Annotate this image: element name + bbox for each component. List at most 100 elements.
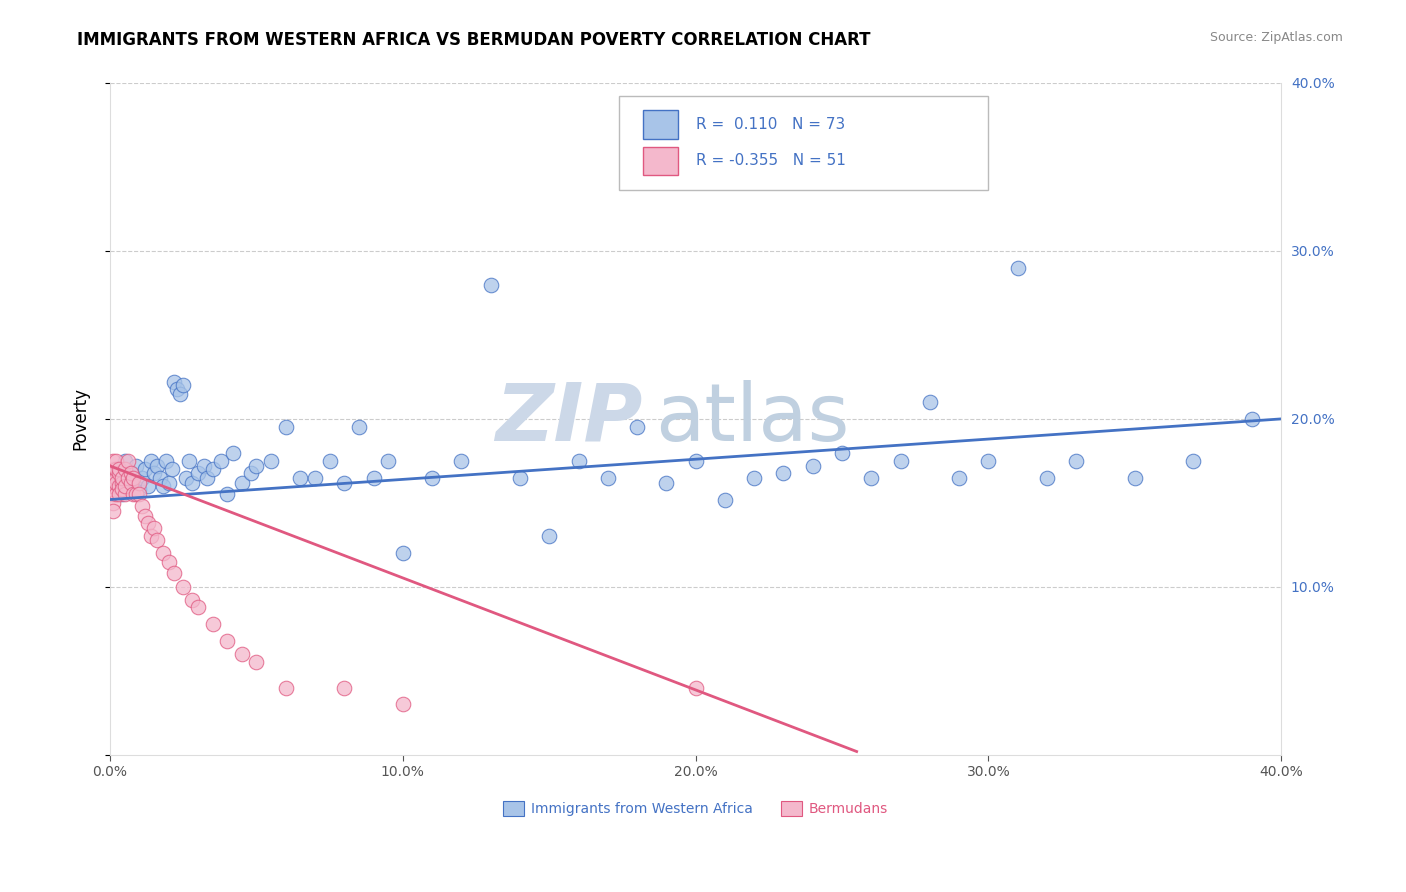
Point xyxy=(131,500,153,514)
Point xyxy=(125,458,148,473)
Point xyxy=(136,479,159,493)
Point xyxy=(104,462,127,476)
Point xyxy=(304,471,326,485)
Point xyxy=(977,454,1000,468)
Point xyxy=(567,454,589,468)
Text: ZIP: ZIP xyxy=(495,380,643,458)
Point xyxy=(1036,471,1059,485)
Point xyxy=(231,647,253,661)
Point xyxy=(134,462,156,476)
Point xyxy=(860,471,883,485)
Point xyxy=(169,386,191,401)
Point xyxy=(101,471,124,485)
Point xyxy=(260,454,283,468)
Legend: Immigrants from Western Africa, Bermudans: Immigrants from Western Africa, Bermudan… xyxy=(498,796,893,822)
Point xyxy=(108,479,131,493)
Point xyxy=(143,466,166,480)
Point xyxy=(163,375,186,389)
Point xyxy=(157,475,180,490)
Point xyxy=(111,483,134,497)
Text: Source: ZipAtlas.com: Source: ZipAtlas.com xyxy=(1209,31,1343,45)
Point xyxy=(131,471,153,485)
Point xyxy=(111,475,134,490)
Point xyxy=(626,420,648,434)
Point xyxy=(831,445,853,459)
Point xyxy=(187,600,209,615)
Point xyxy=(742,471,765,485)
Point xyxy=(117,454,139,468)
Point xyxy=(139,454,162,468)
Point xyxy=(245,656,267,670)
Point xyxy=(890,454,912,468)
Point xyxy=(104,471,127,485)
Point xyxy=(179,454,201,468)
Point xyxy=(479,277,502,292)
Point xyxy=(117,479,139,493)
Point xyxy=(217,487,239,501)
Point xyxy=(160,462,183,476)
Point xyxy=(392,698,415,712)
Point xyxy=(333,475,356,490)
Point xyxy=(1240,412,1263,426)
Point xyxy=(685,454,707,468)
Point xyxy=(685,681,707,695)
Text: R =  0.110   N = 73: R = 0.110 N = 73 xyxy=(696,117,845,132)
Point xyxy=(134,509,156,524)
Text: atlas: atlas xyxy=(655,380,849,458)
Point xyxy=(239,466,262,480)
Point xyxy=(146,533,169,547)
Point xyxy=(174,471,197,485)
Point xyxy=(918,395,941,409)
Point xyxy=(114,462,136,476)
Point xyxy=(146,458,169,473)
Point xyxy=(149,471,172,485)
Point xyxy=(101,462,124,476)
Point xyxy=(114,487,136,501)
Point xyxy=(152,546,174,560)
Point xyxy=(231,475,253,490)
Point xyxy=(363,471,385,485)
Point xyxy=(392,546,415,560)
Point xyxy=(104,487,127,501)
Point xyxy=(1182,454,1205,468)
Point xyxy=(193,458,215,473)
Point xyxy=(245,458,267,473)
Point xyxy=(450,454,472,468)
Point xyxy=(101,479,124,493)
Point xyxy=(772,466,794,480)
Point xyxy=(201,616,224,631)
Point xyxy=(120,475,142,490)
Point xyxy=(108,462,131,476)
Point xyxy=(128,475,150,490)
Point xyxy=(114,479,136,493)
Point xyxy=(157,555,180,569)
Point xyxy=(143,521,166,535)
Point xyxy=(420,471,443,485)
Point xyxy=(377,454,399,468)
FancyBboxPatch shape xyxy=(620,96,988,191)
Y-axis label: Poverty: Poverty xyxy=(72,387,89,450)
Text: IMMIGRANTS FROM WESTERN AFRICA VS BERMUDAN POVERTY CORRELATION CHART: IMMIGRANTS FROM WESTERN AFRICA VS BERMUD… xyxy=(77,31,870,49)
Point xyxy=(509,471,531,485)
Point xyxy=(172,580,194,594)
Point xyxy=(104,475,127,490)
Point xyxy=(1007,260,1029,275)
Point xyxy=(101,504,124,518)
Point xyxy=(101,487,124,501)
Text: R = -0.355   N = 51: R = -0.355 N = 51 xyxy=(696,153,845,169)
Point xyxy=(122,487,145,501)
Point xyxy=(128,487,150,501)
Point xyxy=(1123,471,1146,485)
Point xyxy=(274,681,297,695)
FancyBboxPatch shape xyxy=(643,111,678,139)
Point xyxy=(128,483,150,497)
Point xyxy=(596,471,619,485)
Point xyxy=(104,454,127,468)
Point xyxy=(120,466,142,480)
Point xyxy=(209,454,232,468)
Point xyxy=(187,466,209,480)
Point xyxy=(274,420,297,434)
Point xyxy=(163,566,186,581)
Point xyxy=(201,462,224,476)
Point xyxy=(139,529,162,543)
